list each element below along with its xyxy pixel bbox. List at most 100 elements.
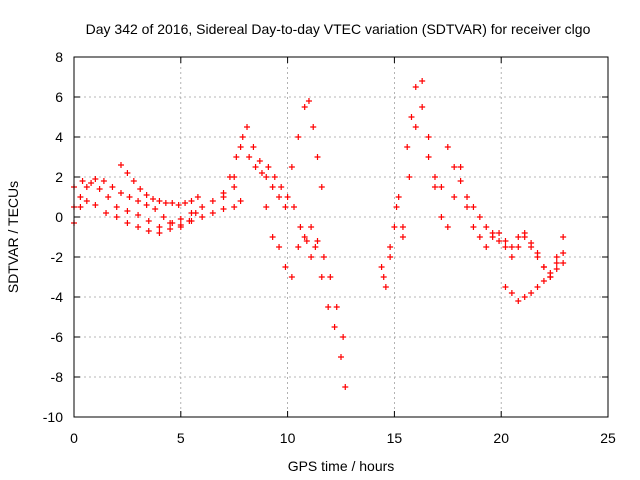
- x-axis-label: GPS time / hours: [288, 458, 395, 474]
- data-point-marker: [310, 124, 317, 130]
- data-point-marker: [419, 78, 426, 84]
- data-point-marker: [470, 204, 477, 210]
- series-trace-j: [502, 260, 567, 304]
- data-point-marker: [145, 228, 152, 234]
- data-point-marker: [382, 284, 389, 290]
- data-point-marker: [318, 184, 325, 190]
- data-point-marker: [239, 134, 246, 140]
- data-point-marker: [199, 214, 206, 220]
- y-tick-label: -10: [43, 409, 63, 425]
- data-point-marker: [342, 384, 349, 390]
- data-point-marker: [209, 210, 216, 216]
- data-point-marker: [331, 324, 338, 330]
- y-tick-label: 2: [55, 169, 63, 185]
- data-point-marker: [560, 250, 567, 256]
- data-point-marker: [231, 204, 238, 210]
- data-point-marker: [237, 144, 244, 150]
- data-point-marker: [320, 254, 327, 260]
- data-point-marker: [117, 190, 124, 196]
- data-point-marker: [231, 184, 238, 190]
- data-point-marker: [192, 210, 199, 216]
- data-point-marker: [521, 294, 528, 300]
- data-point-marker: [284, 194, 291, 200]
- data-point-marker: [282, 204, 289, 210]
- data-point-marker: [167, 226, 174, 232]
- series-trace-c: [71, 176, 199, 230]
- data-point-marker: [182, 200, 189, 206]
- data-point-marker: [528, 290, 535, 296]
- series-trace-f: [231, 98, 325, 210]
- data-point-marker: [502, 284, 509, 290]
- x-tick-label: 10: [280, 430, 296, 446]
- data-point-marker: [169, 200, 176, 206]
- data-point-marker: [252, 164, 259, 170]
- data-point-marker: [303, 238, 310, 244]
- data-point-marker: [560, 234, 567, 240]
- data-point-marker: [508, 290, 515, 296]
- data-point-marker: [438, 214, 445, 220]
- data-point-marker: [276, 244, 283, 250]
- data-point-marker: [534, 284, 541, 290]
- data-point-marker: [199, 204, 206, 210]
- data-point-marker: [387, 244, 394, 250]
- data-point-marker: [297, 224, 304, 230]
- data-point-marker: [333, 304, 340, 310]
- data-point-marker: [301, 234, 308, 240]
- data-point-marker: [276, 194, 283, 200]
- data-point-marker: [117, 162, 124, 168]
- data-point-marker: [88, 180, 95, 186]
- data-point-marker: [269, 184, 276, 190]
- data-point-marker: [387, 254, 394, 260]
- data-point-marker: [220, 194, 227, 200]
- data-point-marker: [457, 164, 464, 170]
- series-trace-d: [117, 162, 201, 208]
- data-point-marker: [340, 334, 347, 340]
- data-point-marker: [233, 154, 240, 160]
- data-point-marker: [425, 134, 432, 140]
- data-point-marker: [521, 230, 528, 236]
- data-markers: [71, 78, 567, 390]
- data-point-marker: [188, 198, 195, 204]
- data-point-marker: [152, 206, 159, 212]
- data-point-marker: [265, 164, 272, 170]
- data-point-marker: [406, 174, 413, 180]
- data-point-marker: [92, 176, 99, 182]
- data-point-marker: [269, 234, 276, 240]
- data-point-marker: [338, 354, 344, 360]
- y-tick-labels: -10 -8 -6 -4 -2 0 2 4 6 8: [43, 49, 63, 425]
- y-tick-label: -2: [51, 249, 64, 265]
- data-point-marker: [130, 178, 137, 184]
- data-point-marker: [483, 244, 490, 250]
- data-point-marker: [145, 218, 152, 224]
- data-point-marker: [540, 278, 547, 284]
- data-point-marker: [395, 194, 402, 200]
- data-point-marker: [425, 154, 432, 160]
- data-point-marker: [444, 144, 451, 150]
- data-point-marker: [263, 174, 270, 180]
- x-tick-label: 5: [177, 430, 185, 446]
- data-point-marker: [560, 260, 567, 266]
- data-point-marker: [451, 164, 458, 170]
- data-point-marker: [156, 230, 163, 236]
- data-point-marker: [135, 224, 142, 230]
- y-axis-label: SDTVAR / TECUs: [5, 181, 21, 293]
- data-point-marker: [105, 194, 112, 200]
- data-point-marker: [77, 194, 84, 200]
- data-point-marker: [470, 224, 477, 230]
- data-point-marker: [476, 234, 483, 240]
- data-point-marker: [135, 212, 142, 218]
- data-point-marker: [137, 186, 144, 192]
- data-point-marker: [156, 198, 163, 204]
- data-point-marker: [305, 98, 312, 104]
- data-point-marker: [271, 174, 278, 180]
- data-point-marker: [508, 244, 515, 250]
- data-point-marker: [515, 298, 522, 304]
- y-tick-label: 4: [55, 129, 63, 145]
- data-point-marker: [263, 204, 270, 210]
- data-point-marker: [278, 184, 285, 190]
- data-point-marker: [103, 210, 110, 216]
- data-point-marker: [295, 134, 302, 140]
- data-point-marker: [553, 254, 560, 260]
- data-point-marker: [399, 224, 406, 230]
